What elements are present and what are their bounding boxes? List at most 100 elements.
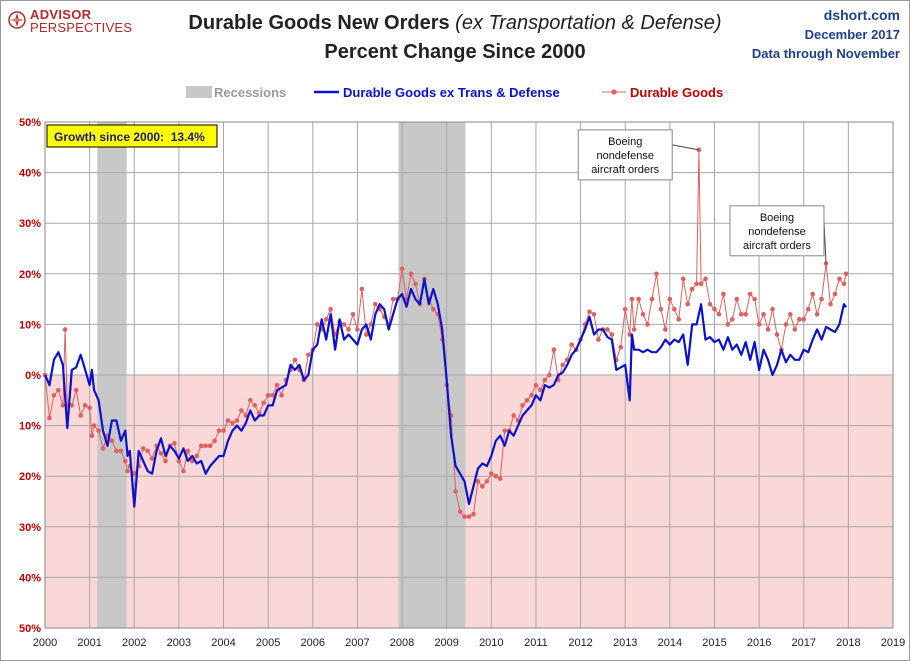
growth-box: Growth since 2000: 13.4% (46, 124, 218, 148)
durable-goods-point (328, 306, 333, 312)
annotation-text: aircraft orders (743, 240, 811, 252)
title-main: Durable Goods New Orders (188, 12, 456, 34)
x-tick-label: 2000 (33, 637, 57, 649)
annotation-text: nondefense (748, 226, 806, 238)
chart-title: Durable Goods New Orders (ex Transportat… (0, 12, 910, 35)
durable-goods-point (350, 311, 356, 317)
durable-goods-point (408, 271, 414, 277)
growth-box-bg (46, 124, 218, 148)
durable-goods-point (457, 509, 463, 514)
durable-goods-point (198, 443, 204, 449)
series-layer (42, 147, 849, 519)
durable-goods-point (605, 327, 610, 332)
durable-goods-point (609, 332, 615, 337)
durable-goods-point (672, 306, 677, 312)
annotation-text: nondefense (596, 150, 654, 162)
durable-goods-point (712, 306, 717, 312)
durable-goods-point (520, 403, 525, 408)
durable-goods-point (569, 342, 574, 347)
legend-recessions-label: Recessions (214, 85, 286, 100)
durable-goods-point (622, 306, 628, 312)
x-tick-label: 2010 (479, 637, 503, 649)
source-block: dshort.com December 2017 Data through No… (752, 6, 900, 63)
y-tick-label: 50% (19, 623, 41, 635)
durable-goods-point (716, 311, 722, 317)
legend-durable-label: Durable Goods (630, 85, 723, 100)
durable-goods-point (640, 311, 646, 317)
x-tick-label: 2008 (390, 637, 414, 649)
durable-goods-point (497, 476, 503, 482)
logo-line1: ADVISOR (30, 7, 92, 22)
durable-goods-point (542, 377, 548, 383)
annotation-box (729, 205, 825, 257)
x-tick-label: 2016 (747, 637, 771, 649)
x-tick-label: 2014 (658, 637, 682, 649)
durable-goods-point (292, 357, 298, 363)
source-site: dshort.com (823, 7, 900, 23)
durable-goods-point (341, 322, 347, 327)
durable-goods-point (109, 438, 115, 444)
durable-goods-point (123, 458, 128, 464)
x-tick-label: 2019 (881, 637, 905, 649)
durable-goods-point (413, 281, 418, 287)
durable-goods-point (649, 296, 655, 302)
durable-goods-point (667, 296, 673, 302)
durable-goods-point (390, 296, 396, 302)
durable-goods-point (69, 403, 75, 408)
durable-goods-point (73, 387, 79, 393)
durable-goods-point (551, 347, 557, 353)
durable-goods-point (56, 387, 61, 393)
durable-goods-point (489, 471, 494, 476)
durable-goods-point (734, 296, 740, 302)
durable-goods-point (216, 428, 222, 433)
durable-goods-point (832, 291, 838, 297)
durable-goods-point (703, 276, 708, 282)
durable-goods-point (87, 405, 92, 411)
durable-goods-point (207, 443, 213, 449)
durable-goods-point (524, 398, 530, 403)
durable-goods-point (462, 514, 467, 519)
durable-goods-point (355, 327, 360, 332)
durable-goods-point (752, 296, 757, 302)
x-tick-label: 2005 (256, 637, 280, 649)
durable-goods-point (323, 317, 329, 322)
y-tick-label: 10% (19, 319, 41, 331)
x-tick-label: 2017 (791, 637, 815, 649)
x-tick-label: 2003 (167, 637, 191, 649)
durable-goods-point (685, 301, 690, 307)
durable-goods-point (819, 296, 824, 302)
x-tick-label: 2012 (568, 637, 592, 649)
durable-goods-point (114, 448, 119, 454)
durable-goods-point (239, 408, 244, 413)
durable-goods-point (774, 332, 780, 337)
durable-goods-point (502, 428, 508, 433)
durable-goods-point (364, 332, 369, 337)
durable-goods-point (471, 511, 476, 517)
growth-box-text: Growth since 2000: 13.4% (54, 130, 205, 144)
durable-goods-point (51, 392, 57, 398)
title-italic: (ex Transportation & Defense) (455, 12, 722, 34)
legend-recession-swatch (186, 86, 212, 98)
durable-goods-point (225, 418, 231, 423)
durable-goods-point (761, 311, 766, 317)
durable-goods-point (547, 372, 552, 378)
durable-goods-point (372, 301, 378, 307)
durable-goods-point (256, 410, 262, 416)
durable-goods-point (636, 296, 641, 302)
durable-goods-point (538, 387, 543, 393)
durable-goods-point (91, 423, 97, 428)
durable-goods-point (725, 322, 731, 327)
durable-goods-point (587, 309, 592, 315)
y-tick-label: 40% (19, 572, 41, 584)
compass-icon (8, 11, 26, 29)
durable-goods-point (96, 428, 101, 433)
durable-goods-point (631, 327, 637, 332)
durable-goods-point (493, 473, 499, 479)
x-tick-label: 2001 (77, 637, 101, 649)
durable-goods-point (62, 327, 68, 332)
annotation-box (577, 129, 673, 181)
durable-goods-point (399, 266, 405, 272)
durable-goods-point (663, 327, 668, 332)
annotation-text: Boeing (608, 136, 642, 148)
durable-goods-point (47, 415, 52, 421)
